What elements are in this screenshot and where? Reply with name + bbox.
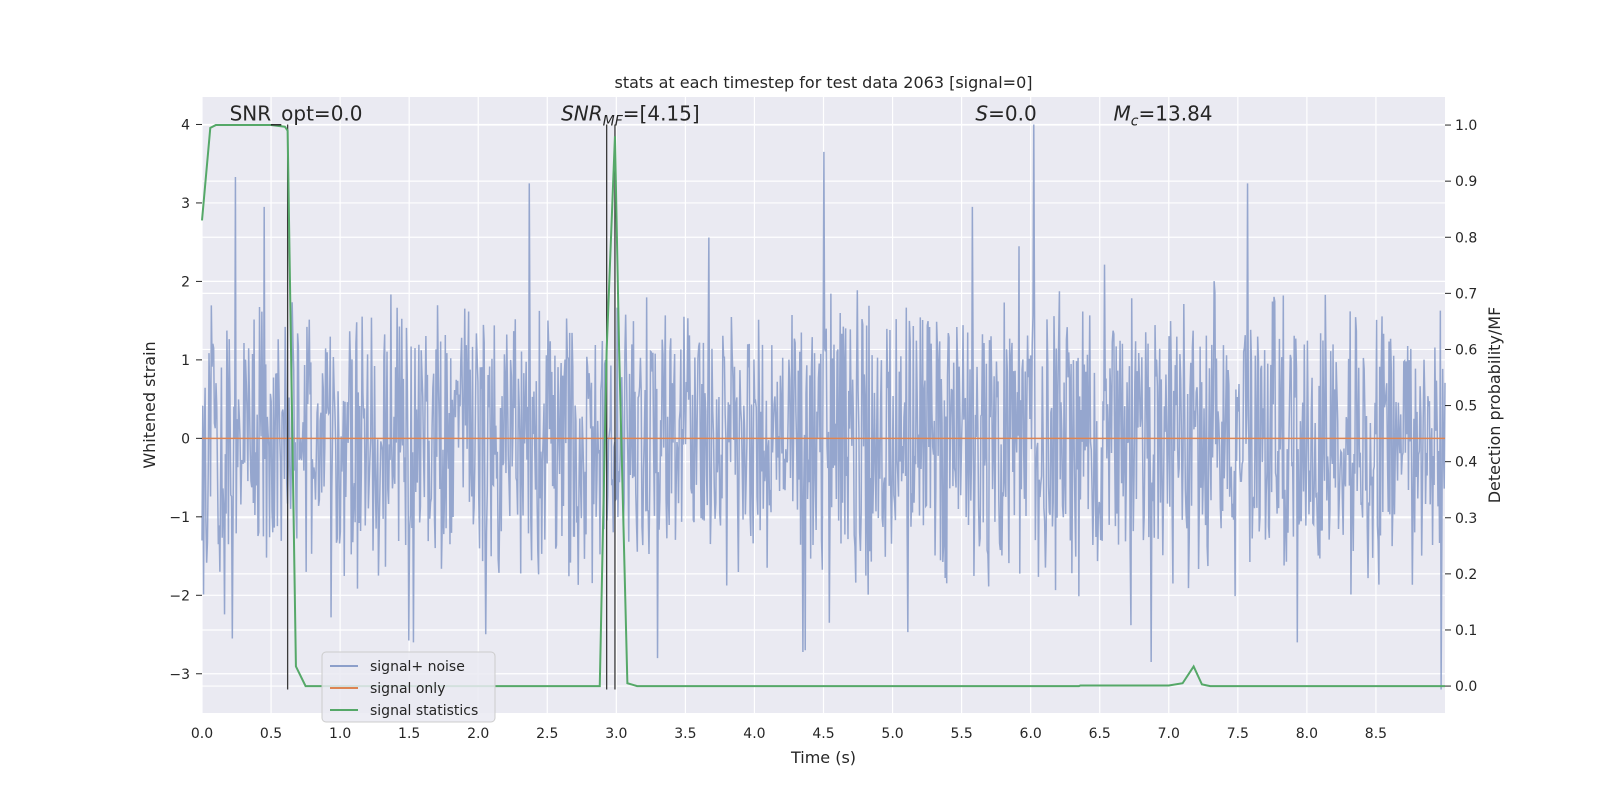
x-tick-label: 3.5: [674, 726, 696, 742]
y2-tick-label: 0.0: [1455, 679, 1477, 695]
x-tick-label: 8.5: [1365, 726, 1387, 742]
annotation-text: S=0.0: [975, 102, 1036, 126]
legend-label: signal only: [370, 681, 445, 697]
y2-tick-label: 0.3: [1455, 511, 1477, 527]
y-tick-label: 4: [181, 117, 190, 133]
y2-tick-label: 1.0: [1455, 118, 1477, 134]
y2-tick-label: 0.6: [1455, 342, 1477, 358]
x-tick-label: 0.0: [191, 726, 213, 742]
x-axis-label: Time (s): [790, 748, 856, 767]
y2-tick-label: 0.4: [1455, 455, 1477, 471]
legend-label: signal+ noise: [370, 659, 465, 675]
legend-label: signal statistics: [370, 703, 478, 719]
x-tick-label: 1.5: [398, 726, 420, 742]
y-tick-label: −3: [169, 667, 190, 683]
x-tick-label: 2.5: [536, 726, 558, 742]
y2-tick-label: 0.1: [1455, 623, 1477, 639]
x-tick-label: 3.0: [605, 726, 627, 742]
y-axis-label: Whitened strain: [140, 341, 159, 468]
x-tick-label: 0.5: [260, 726, 282, 742]
legend: signal+ noise signal only signal statistic…: [321, 651, 496, 723]
y-tick-label: 3: [181, 196, 190, 212]
y2-tick-label: 0.7: [1455, 286, 1477, 302]
y2-tick-label: 0.2: [1455, 567, 1477, 583]
legend-box: [321, 651, 496, 723]
y2-axis-label: Detection probability/MF: [1485, 307, 1504, 504]
x-tick-label: 2.0: [467, 726, 489, 742]
y-tick-label: −2: [169, 588, 190, 604]
x-tick-label: 6.0: [1020, 726, 1042, 742]
y2-tick-label: 0.5: [1455, 399, 1477, 415]
ticks: 0.0 0.5 1.0 1.5 2.0 2.5 3.0 3.5 4.0 4.5 5.0 5.5 6.0 6…: [169, 117, 1477, 742]
signal-noise-line: [201, 124, 1446, 690]
y-tick-label: 1: [181, 353, 190, 369]
x-tick-label: 4.0: [743, 726, 765, 742]
y-tick-label: 2: [181, 274, 190, 290]
signal-statistics-line: [201, 124, 1445, 688]
x-tick-label: 4.5: [812, 726, 834, 742]
series-layer: [201, 124, 1446, 690]
y2-tick-label: 0.9: [1455, 174, 1477, 190]
annotations: SNR_opt=0.0 SNRMF=[4.15] S=0.0 Mc=13.84: [230, 102, 1213, 130]
chart-title: stats at each timestep for test data 206…: [614, 73, 1032, 92]
annotation-text: SNR_opt=0.0: [230, 102, 363, 126]
x-tick-label: 7.5: [1227, 726, 1249, 742]
annotation-text: SNRMF=[4.15]: [561, 102, 700, 130]
x-tick-label: 5.0: [881, 726, 903, 742]
y-tick-label: −1: [169, 510, 190, 526]
y2-tick-label: 0.8: [1455, 230, 1477, 246]
x-tick-label: 7.0: [1158, 726, 1180, 742]
annotation-text: Mc=13.84: [1114, 102, 1213, 130]
x-tick-label: 8.0: [1296, 726, 1318, 742]
x-tick-label: 1.0: [329, 726, 351, 742]
y-tick-label: 0: [181, 431, 190, 447]
x-tick-label: 5.5: [950, 726, 972, 742]
x-tick-label: 6.5: [1089, 726, 1111, 742]
